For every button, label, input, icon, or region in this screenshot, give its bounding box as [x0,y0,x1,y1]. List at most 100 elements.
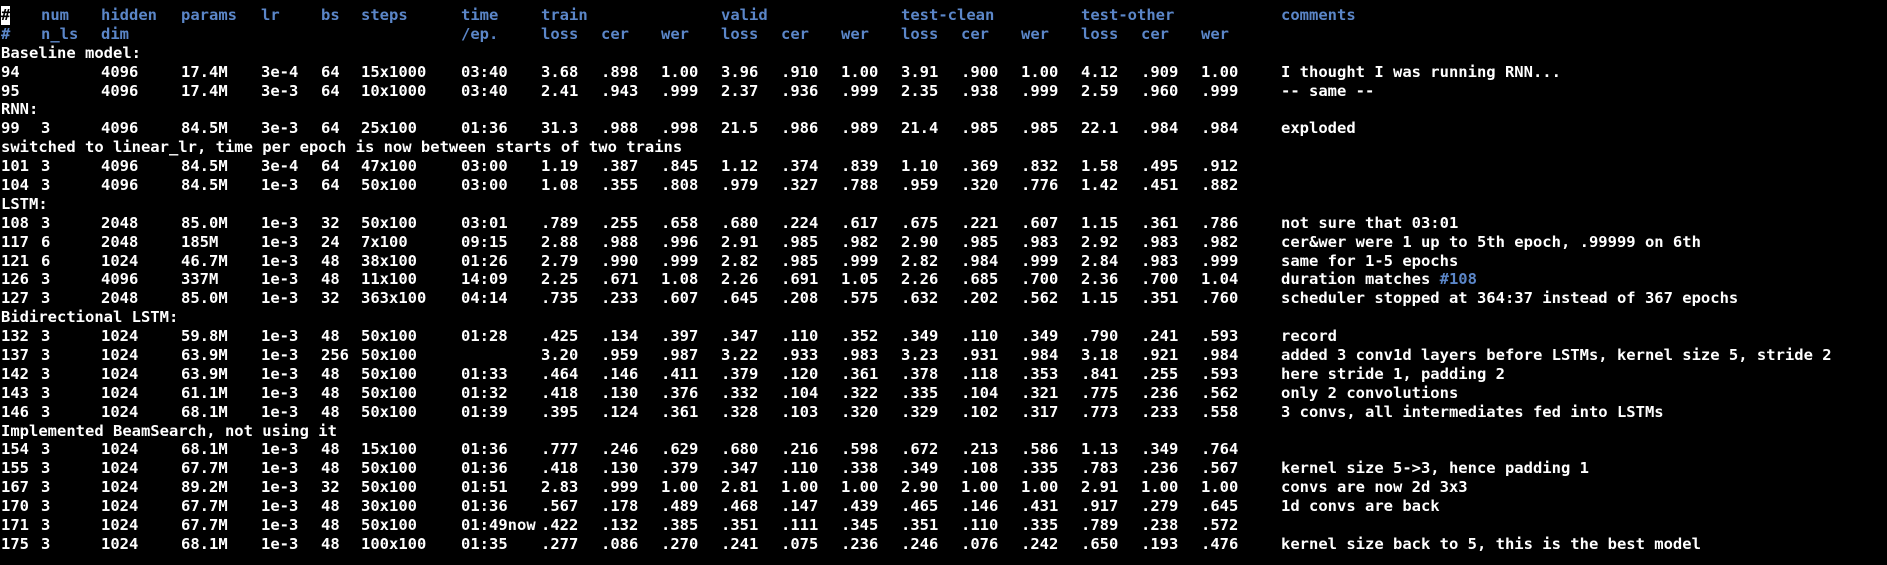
cell-test-other-wer: 1.00 [1201,478,1239,497]
cell-train-cer: .178 [601,497,639,516]
cell-train-wer: .845 [661,157,699,176]
cell-valid-loss: .328 [721,402,759,421]
cell-steps: 50x100 [361,364,417,383]
cell-test-other-wer: .764 [1201,440,1239,459]
cell-test-other-wer: .786 [1201,213,1239,232]
cell-run-number: 101 [1,157,29,176]
cell-test-other-loss: .775 [1081,383,1119,402]
cell-params: 84.5M [181,176,228,195]
cell-test-clean-loss: .632 [901,289,939,308]
cell-valid-wer: .439 [841,497,879,516]
cell-comment: I thought I was running RNN... [1281,62,1561,81]
cell-test-other-loss: 2.91 [1081,478,1119,497]
cell-steps: 50x100 [361,327,417,346]
cell-test-other-cer: .960 [1141,81,1179,100]
cell-test-clean-wer: .353 [1021,364,1059,383]
cell-train-wer: 1.00 [661,62,699,81]
cell-train-cer: .233 [601,289,639,308]
cell-batch-size: 32 [321,289,340,308]
cell-valid-cer: .147 [781,497,819,516]
header-test-clean-loss: loss [901,24,939,43]
cell-test-clean-wer: .832 [1021,157,1059,176]
cell-n-ls: 3 [41,213,51,232]
cell-batch-size: 48 [321,459,340,478]
header-bs: bs [321,6,340,24]
cell-train-loss: .395 [541,402,579,421]
cell-params: 63.9M [181,364,228,383]
cell-test-clean-loss: 2.35 [901,81,939,100]
cell-train-wer: .379 [661,459,699,478]
cell-test-other-loss: .841 [1081,364,1119,383]
cell-test-clean-loss: .335 [901,383,939,402]
cell-batch-size: 48 [321,440,340,459]
cell-learning-rate: 1e-3 [261,516,299,535]
cell-hidden-dim: 2048 [101,232,139,251]
cell-learning-rate: 1e-3 [261,232,299,251]
cell-train-wer: .999 [661,81,699,100]
cell-test-other-cer: .451 [1141,176,1179,195]
cell-hidden-dim: 4096 [101,270,139,289]
cell-test-clean-loss: .329 [901,402,939,421]
cell-train-loss: 1.19 [541,157,579,176]
cell-learning-rate: 1e-3 [261,346,299,365]
header-dim: dim [101,24,129,43]
cell-batch-size: 48 [321,327,340,346]
cell-test-clean-cer: .984 [961,251,999,270]
cell-test-clean-cer: .938 [961,81,999,100]
cell-test-clean-loss: .349 [901,459,939,478]
cell-time-per-epoch: 01:36 [461,497,508,516]
section-header: Baseline model: [0,44,1887,63]
cell-steps: 100x100 [361,534,427,553]
cell-comment: not sure that 03:01 [1281,213,1459,232]
cell-time-per-epoch: 01:35 [461,534,508,553]
table-row: 146 3 1024 68.1M 1e-3 48 50x100 01:39 .395 .124 .3… [0,403,1887,422]
cell-valid-loss: 2.37 [721,81,759,100]
cell-run-number: 171 [1,516,29,535]
cell-test-other-wer: .982 [1201,232,1239,251]
cell-train-cer: .387 [601,157,639,176]
cell-test-clean-loss: .378 [901,364,939,383]
cell-train-wer: 1.00 [661,478,699,497]
cell-time-per-epoch: 01:26 [461,251,508,270]
cell-train-wer: .808 [661,176,699,195]
cell-valid-wer: .617 [841,213,879,232]
cell-run-number: 143 [1,383,29,402]
cell-n-ls: 3 [41,157,51,176]
cell-test-other-cer: .238 [1141,516,1179,535]
header-test-clean-wer: wer [1021,24,1049,43]
cell-batch-size: 48 [321,270,340,289]
cell-train-wer: .998 [661,119,699,138]
header-num: num [41,6,69,24]
cell-train-wer: .411 [661,364,699,383]
cell-train-loss: .425 [541,327,579,346]
cell-params: 67.7M [181,516,228,535]
cell-batch-size: 48 [321,383,340,402]
cell-time-per-epoch: 01:33 [461,364,508,383]
cell-hidden-dim: 1024 [101,478,139,497]
cell-learning-rate: 1e-3 [261,289,299,308]
cell-test-clean-cer: .369 [961,157,999,176]
section-header: LSTM: [0,195,1887,214]
run-reference-link[interactable]: #108 [1439,270,1477,289]
cell-valid-loss: 2.26 [721,270,759,289]
cell-test-clean-cer: .110 [961,516,999,535]
cell-test-clean-cer: .118 [961,364,999,383]
cell-train-wer: .385 [661,516,699,535]
cell-test-other-loss: .773 [1081,402,1119,421]
header-test-clean-cer: cer [961,24,989,43]
header-hidden: hidden [101,6,157,24]
cell-test-other-wer: 1.04 [1201,270,1239,289]
cell-hidden-dim: 1024 [101,459,139,478]
cell-learning-rate: 1e-3 [261,440,299,459]
cell-run-number: 154 [1,440,29,459]
cell-n-ls: 6 [41,251,51,270]
cell-comment: here stride 1, padding 2 [1281,364,1505,383]
cell-test-clean-loss: 2.90 [901,232,939,251]
cell-n-ls: 3 [41,534,51,553]
table-row: 171 3 1024 67.7M 1e-3 48 50x100 01:49now .422 .13… [0,516,1887,535]
cell-test-clean-wer: .586 [1021,440,1059,459]
cell-train-wer: .996 [661,232,699,251]
cell-test-clean-wer: .607 [1021,213,1059,232]
cell-train-cer: .990 [601,251,639,270]
